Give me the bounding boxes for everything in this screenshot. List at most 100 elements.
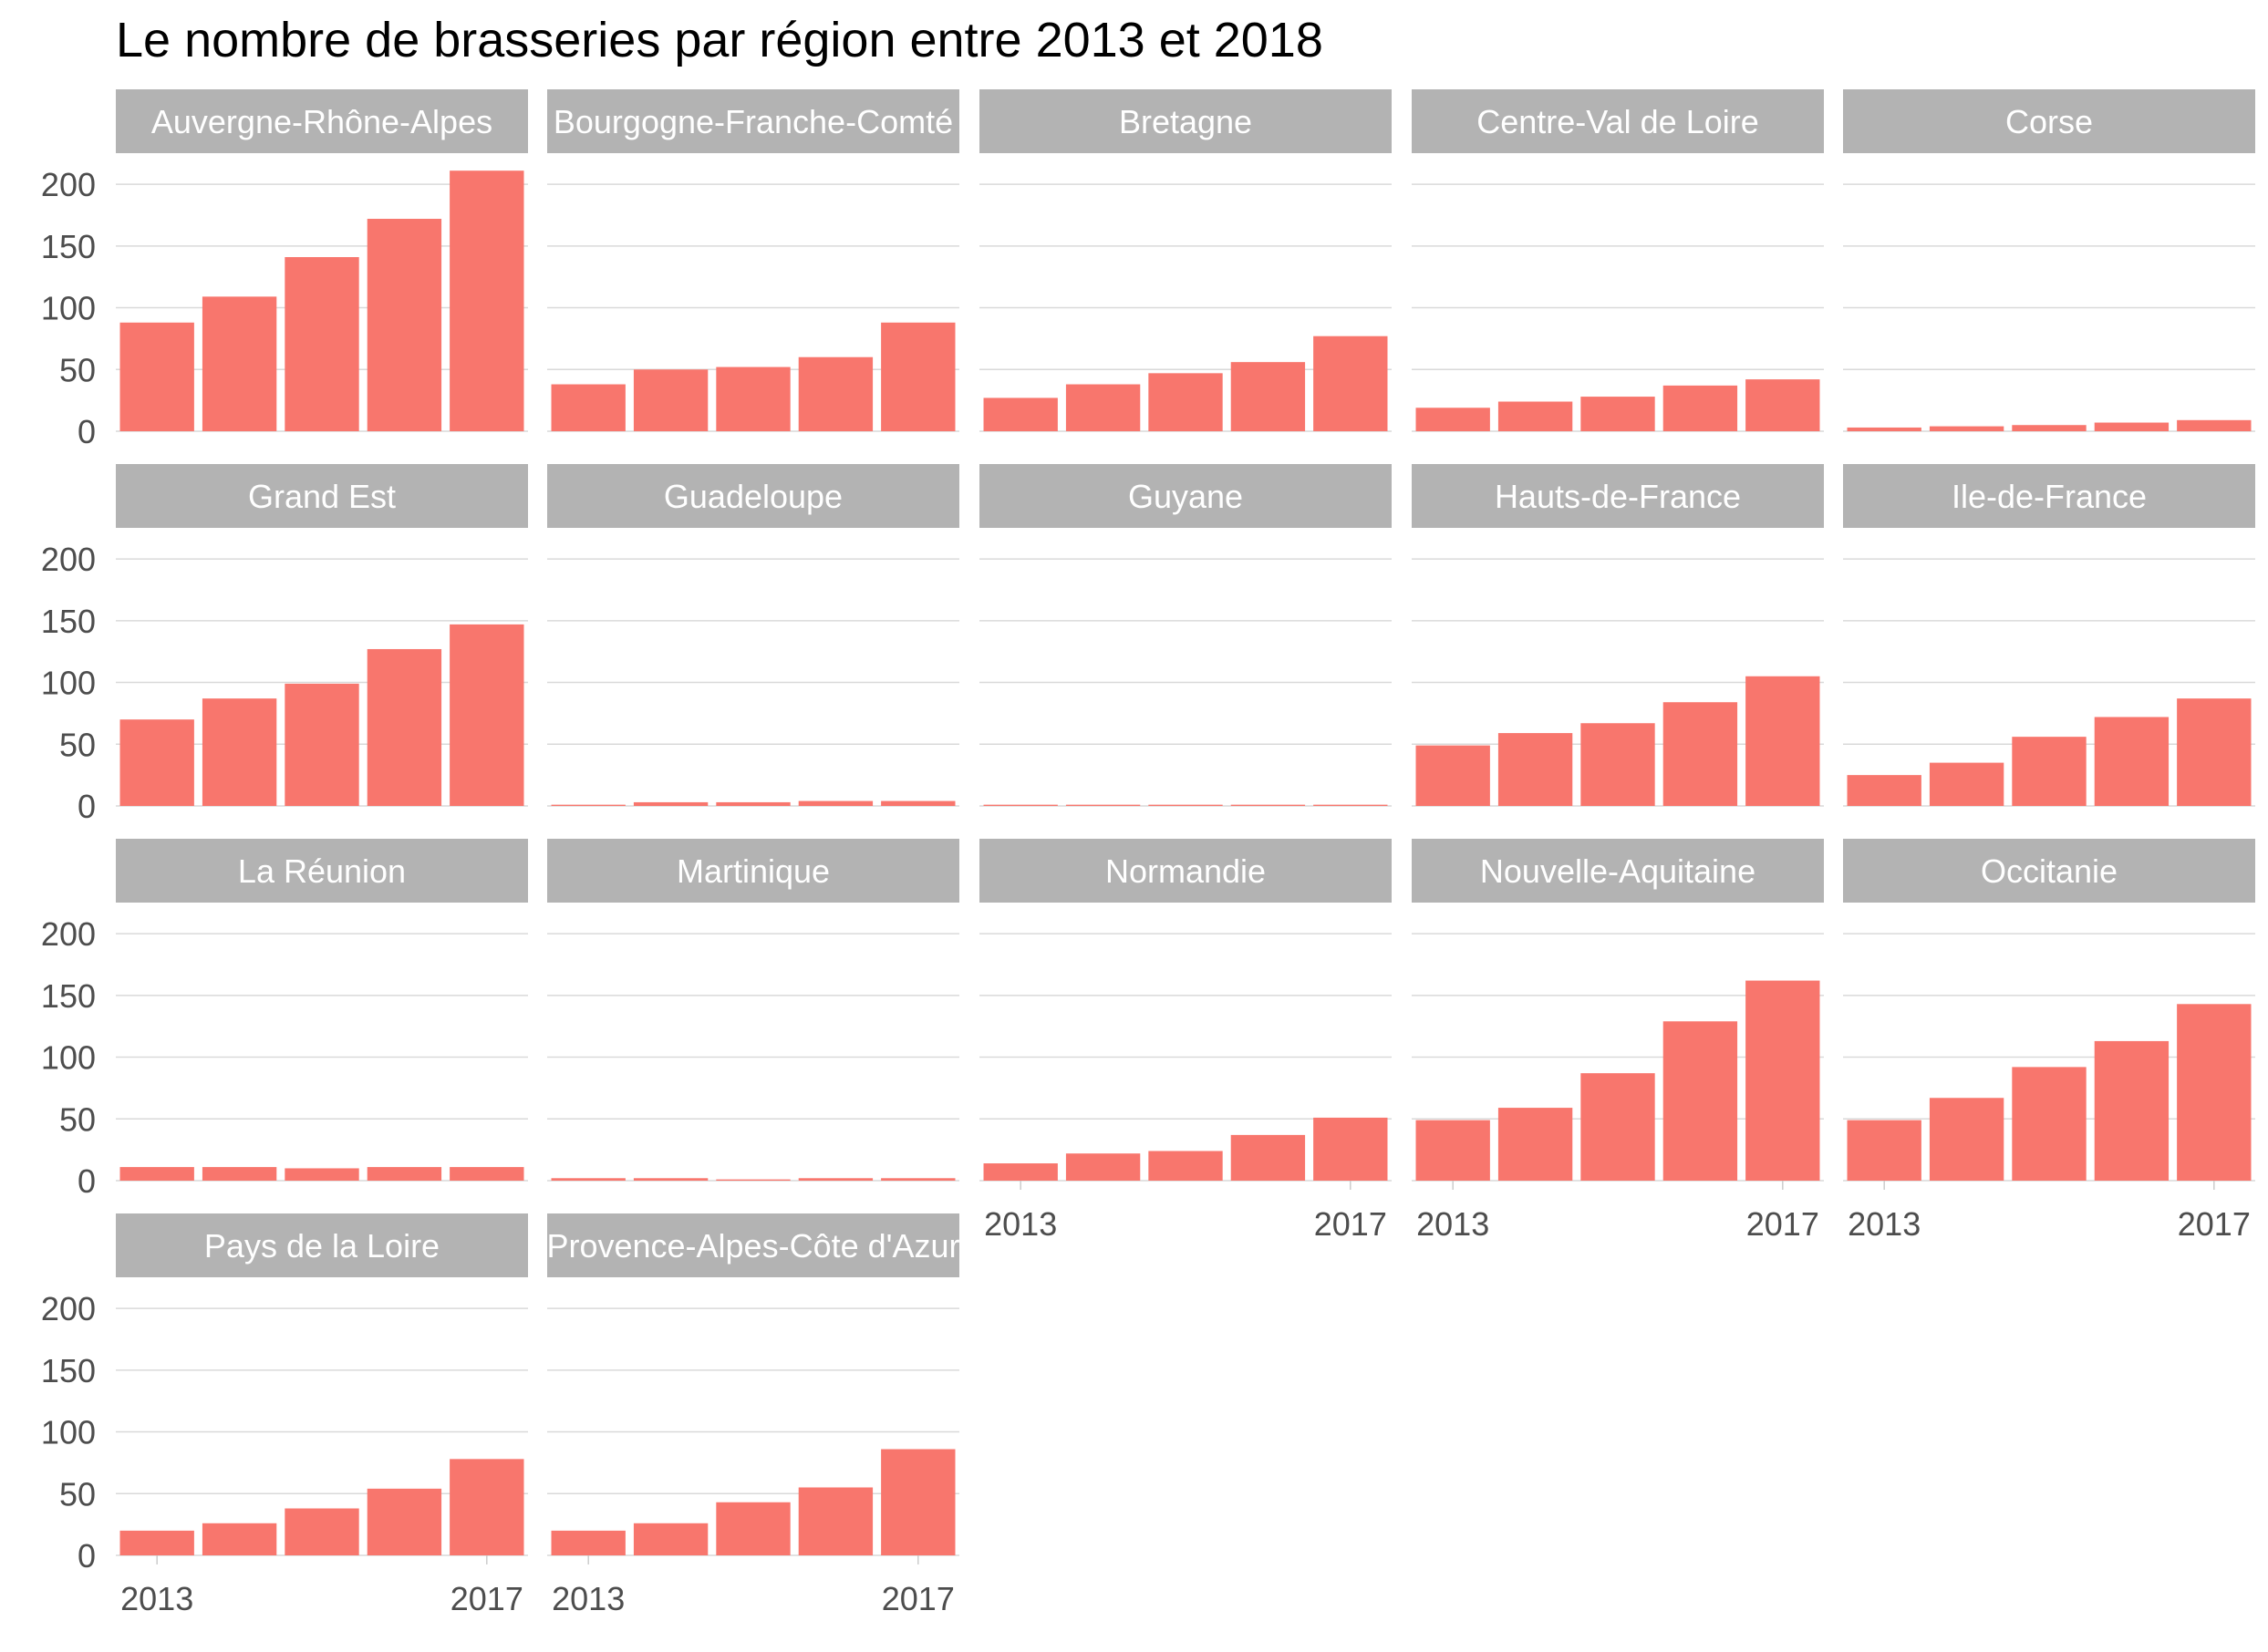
bar	[2094, 717, 2170, 806]
facet-strip	[1412, 464, 1824, 528]
bar	[1580, 723, 1655, 806]
x-tick-label: 2013	[1848, 1205, 1921, 1243]
facet-panels: Auvergne-Rhône-Alpes 0 50 100 150 200 Bourgogn…	[41, 89, 2255, 1617]
bar	[1847, 427, 1921, 431]
facet-strip	[1843, 464, 2255, 528]
bar	[2012, 425, 2087, 431]
y-tick-label: 200	[41, 541, 96, 578]
bar	[1415, 745, 1490, 806]
facet-panel: Nouvelle-Aquitaine 2013 2017	[1412, 839, 1824, 1243]
facet-panel: Guadeloupe	[547, 464, 959, 807]
y-tick-label: 150	[41, 603, 96, 640]
facet-strip-label: Nouvelle-Aquitaine	[1480, 852, 1755, 890]
facet-panel: Pays de la Loire 0 50 100 150 200 2013 2017	[41, 1213, 528, 1617]
y-tick-label: 50	[59, 726, 96, 763]
facet-panel: Martinique	[547, 839, 959, 1182]
bar	[285, 1168, 359, 1181]
bar	[202, 1167, 277, 1181]
bar	[633, 801, 709, 806]
facet-strip	[1843, 89, 2255, 153]
facet-strip	[547, 839, 959, 903]
bar	[450, 624, 524, 806]
bar	[367, 648, 442, 806]
facet-panel: Guyane	[979, 464, 1392, 807]
facet-strip-label: Normandie	[1105, 852, 1266, 890]
bar	[1929, 762, 2004, 806]
bar	[881, 1449, 956, 1555]
facet-strip	[116, 464, 528, 528]
x-tick-label: 2013	[984, 1205, 1057, 1243]
bar	[2177, 419, 2252, 431]
x-tick-label: 2017	[2178, 1205, 2251, 1243]
bar	[1662, 702, 1738, 806]
y-tick-label: 0	[78, 1162, 96, 1200]
y-tick-label: 200	[41, 1290, 96, 1327]
facet-strip	[1412, 839, 1824, 903]
x-tick-label: 2017	[1746, 1205, 1819, 1243]
y-tick-label: 50	[59, 1475, 96, 1513]
bar	[1313, 1117, 1388, 1181]
bar	[2094, 1040, 2170, 1181]
facet-panel: Bourgogne-Franche-Comté	[547, 89, 959, 432]
bar	[1745, 379, 1820, 431]
bar	[367, 219, 442, 431]
facet-panel: Ile-de-France	[1843, 464, 2255, 807]
bar	[450, 170, 524, 431]
bar	[1662, 385, 1738, 431]
bar	[716, 801, 791, 806]
y-tick-label: 150	[41, 977, 96, 1015]
facet-strip	[1843, 839, 2255, 903]
bar	[551, 804, 626, 806]
y-tick-label: 150	[41, 1352, 96, 1389]
bar	[1497, 733, 1573, 806]
bar	[551, 384, 626, 431]
bar	[1230, 804, 1306, 806]
bar	[1313, 336, 1388, 431]
x-tick-label: 2013	[120, 1580, 193, 1617]
bar	[119, 1530, 194, 1555]
bar	[285, 257, 359, 431]
y-tick-label: 100	[41, 665, 96, 702]
bar	[881, 322, 956, 431]
facet-strip	[547, 464, 959, 528]
facet-strip-label: La Réunion	[238, 852, 406, 890]
x-tick-label: 2017	[882, 1580, 955, 1617]
facet-strip	[116, 839, 528, 903]
x-tick-label: 2017	[450, 1580, 523, 1617]
bar	[1148, 804, 1223, 806]
bar	[2012, 737, 2087, 806]
bar	[716, 367, 791, 431]
bar	[2177, 1004, 2252, 1181]
y-tick-label: 200	[41, 915, 96, 953]
bar	[983, 1163, 1058, 1181]
y-tick-label: 200	[41, 166, 96, 203]
bar	[983, 804, 1058, 806]
facet-strip-label: Guyane	[1128, 478, 1243, 515]
bar	[367, 1167, 442, 1181]
y-tick-label: 50	[59, 351, 96, 388]
bar	[1497, 401, 1573, 431]
facet-strip	[116, 1213, 528, 1277]
bar	[798, 800, 874, 806]
bar	[1847, 775, 1921, 806]
bar	[202, 1523, 277, 1555]
bar	[1497, 1108, 1573, 1181]
bar	[285, 1508, 359, 1555]
facet-strip-label: Bourgogne-Franche-Comté	[554, 103, 953, 140]
bar	[1148, 1151, 1223, 1181]
bar	[1065, 1153, 1141, 1181]
bar	[716, 1179, 791, 1181]
bar	[798, 1178, 874, 1181]
y-tick-label: 100	[41, 1414, 96, 1451]
y-tick-label: 100	[41, 1039, 96, 1077]
facet-strip-label: Martinique	[677, 852, 830, 890]
bar	[1313, 804, 1388, 806]
bar	[798, 356, 874, 431]
y-tick-label: 0	[78, 413, 96, 450]
facet-panel: La Réunion 0 50 100 150 200	[41, 839, 528, 1200]
bar	[983, 398, 1058, 431]
facet-strip	[979, 89, 1392, 153]
bar	[367, 1488, 442, 1555]
bar	[1148, 373, 1223, 431]
